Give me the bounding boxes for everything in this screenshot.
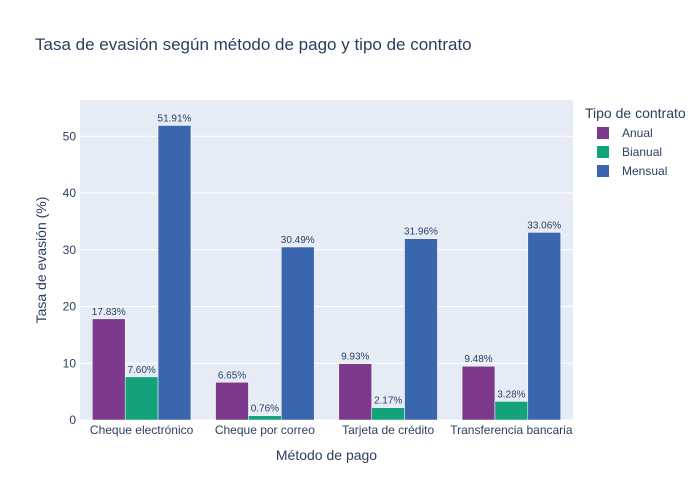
data-label: 17.83% (92, 307, 126, 318)
data-label: 6.65% (218, 370, 246, 381)
legend-swatch (597, 127, 609, 139)
legend-items: Anual Bianual Mensual (597, 126, 667, 178)
legend-swatch (597, 165, 609, 177)
legend: Tipo de contrato Anual Bianual Mensual (585, 105, 686, 178)
x-tick-label: Cheque electrónico (90, 423, 194, 437)
bar-bianual (371, 407, 405, 421)
data-labels: 17.83% 7.60% 51.91% 6.65% 0.76% 30.49% 9.93% 2.… (92, 113, 562, 414)
bars (92, 125, 561, 421)
bar-bianual (248, 415, 282, 421)
bar-mensual (157, 125, 192, 421)
data-label: 33.06% (527, 220, 561, 231)
x-tick-label: Transferencia bancaria (450, 423, 573, 437)
bar-anual (215, 382, 249, 421)
x-axis-title: Método de pago (276, 447, 377, 463)
y-tick-label: 40 (63, 186, 77, 200)
y-tick-label: 30 (63, 243, 77, 257)
data-label: 9.48% (464, 354, 492, 365)
bar-anual (338, 363, 372, 421)
data-label: 30.49% (281, 235, 315, 246)
bar-anual (461, 365, 496, 421)
x-tick-label: Cheque por correo (215, 423, 315, 437)
legend-label: Bianual (622, 145, 662, 159)
bar-anual (92, 318, 126, 421)
data-label: 3.28% (497, 389, 525, 400)
y-tick-label: 20 (63, 300, 77, 314)
data-label: 9.93% (341, 352, 369, 363)
y-tick-label: 10 (63, 356, 77, 370)
y-tick-labels: 0 10 20 30 40 50 (63, 129, 77, 427)
legend-label: Anual (622, 126, 653, 140)
y-tick-label: 0 (69, 413, 76, 427)
bar-bianual (494, 401, 529, 421)
data-label: 31.96% (404, 227, 438, 238)
bar-mensual (281, 246, 315, 421)
chart-title: Tasa de evasión según método de pago y t… (35, 35, 472, 54)
data-label: 2.17% (374, 396, 402, 407)
data-label: 7.60% (127, 365, 155, 376)
x-tick-labels: Cheque electrónico Cheque por correo Tarje… (90, 423, 573, 437)
bar-bianual (124, 376, 159, 421)
legend-label: Mensual (622, 164, 667, 178)
data-label: 0.76% (251, 404, 279, 415)
bar-mensual (404, 238, 438, 421)
x-tick-label: Tarjeta de crédito (342, 423, 434, 437)
bar-mensual (527, 232, 561, 421)
data-label: 51.91% (158, 113, 192, 124)
legend-swatch (597, 146, 609, 158)
legend-title: Tipo de contrato (585, 105, 686, 121)
y-axis-title: Tasa de evasión (%) (33, 197, 49, 324)
y-tick-label: 50 (63, 129, 77, 143)
